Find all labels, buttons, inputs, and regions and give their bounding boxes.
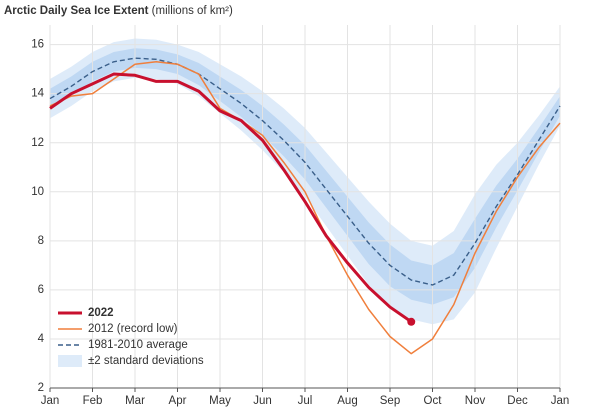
legend-label: 1981-2010 average [88, 339, 188, 351]
y-tick-label: 14 [31, 88, 44, 100]
chart-title: Arctic Daily Sea Ice Extent (millions of… [4, 5, 233, 17]
series-line [49, 61, 561, 355]
legend-swatch [58, 355, 82, 367]
legend-label: 2012 (record low) [88, 323, 178, 335]
title: Arctic Daily Sea Ice Extent [4, 5, 149, 17]
x-tick-label: Jan [41, 395, 60, 407]
x-tick-label: Oct [424, 395, 443, 407]
legend-label: 2022 [88, 307, 114, 319]
y-tick-label: 4 [38, 333, 45, 345]
x-tick-label: Mar [125, 395, 145, 407]
units: (millions of km²) [152, 5, 233, 17]
series-line [49, 72, 413, 324]
y-tick-label: 6 [38, 284, 44, 296]
y-tick-label: 8 [38, 235, 44, 247]
x-tick-label: Jun [253, 395, 272, 407]
x-tick-label: May [209, 395, 231, 407]
x-tick-label: Nov [465, 395, 486, 407]
x-tick-label: Apr [169, 395, 187, 407]
y-tick-label: 16 [31, 39, 44, 51]
x-tick-label: Aug [337, 395, 357, 407]
x-tick-label: Dec [507, 395, 528, 407]
legend-label: ±2 standard deviations [88, 355, 204, 367]
x-tick-label: Jul [298, 395, 313, 407]
series-line [49, 57, 561, 286]
x-tick-label: Jan [551, 395, 570, 407]
x-tick-label: Sep [380, 395, 400, 407]
y-tick-label: 12 [31, 137, 44, 149]
x-tick-label: Feb [83, 395, 103, 407]
y-tick-label: 10 [31, 186, 44, 198]
end-marker [407, 317, 416, 326]
y-tick-label: 2 [38, 382, 44, 394]
